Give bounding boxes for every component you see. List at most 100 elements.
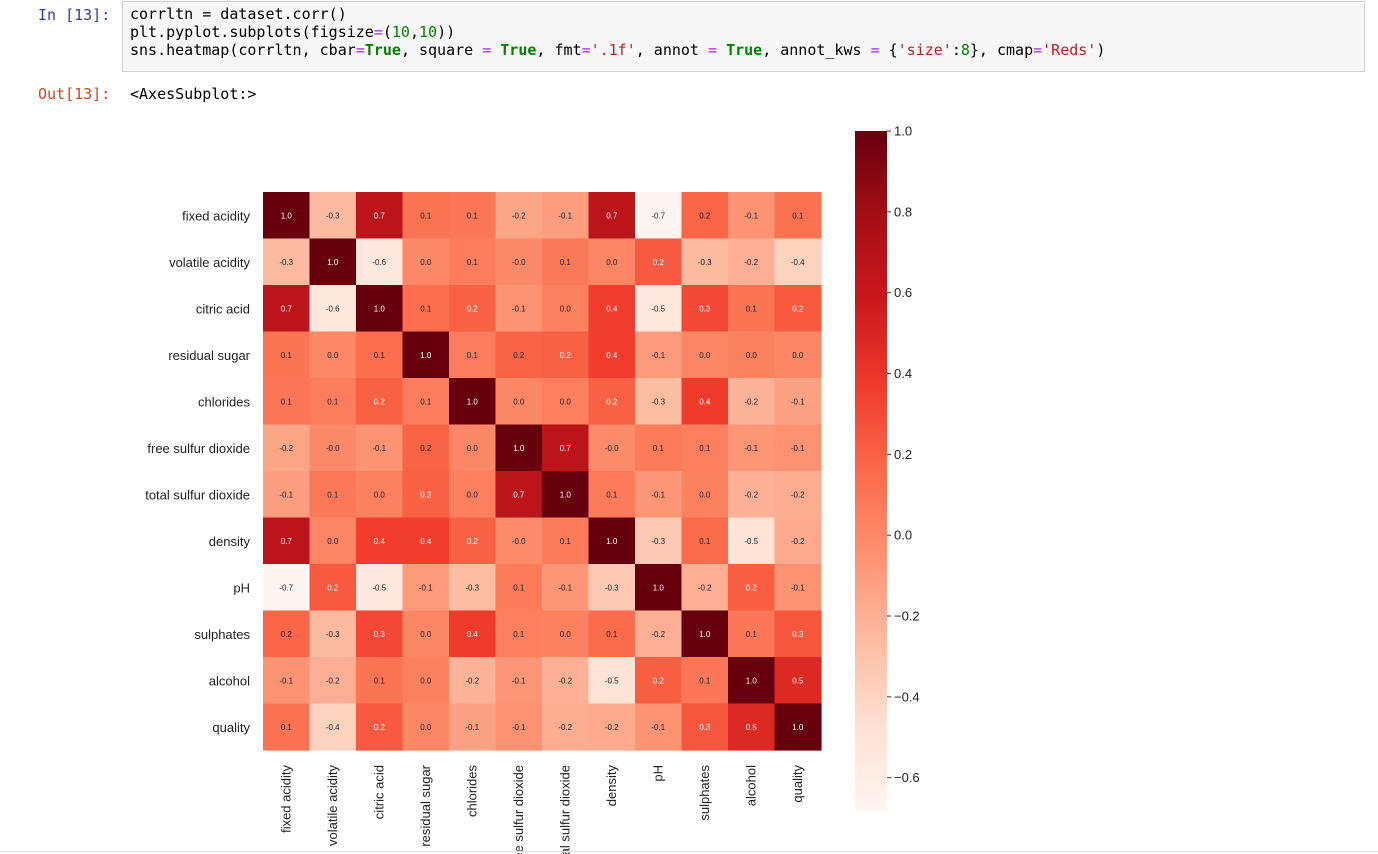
cell-annotation: 0.0 xyxy=(327,351,339,360)
heatmap-cell xyxy=(681,238,729,286)
colorbar-tick-label: 0.6 xyxy=(894,285,912,300)
cell-annotation: -0.2 xyxy=(791,490,805,499)
cell-annotation: 0.1 xyxy=(560,537,572,546)
cell-annotation: 0.4 xyxy=(467,630,479,639)
heatmap-cell xyxy=(356,471,404,519)
heatmap-cell xyxy=(263,285,311,333)
cell-annotation: -0.2 xyxy=(326,676,340,685)
heatmap-cell xyxy=(635,517,683,565)
row-label: sulphates xyxy=(194,627,250,642)
heatmap-cell xyxy=(588,657,636,705)
cell-annotation: 0.0 xyxy=(699,351,711,360)
cell-annotation: 0.0 xyxy=(467,444,479,453)
heatmap-cell xyxy=(728,424,776,472)
heatmap-cell xyxy=(542,471,590,519)
heatmap-cell xyxy=(728,564,776,612)
heatmap-cell xyxy=(728,657,776,705)
cell-annotation: -0.6 xyxy=(372,258,386,267)
heatmap-cell xyxy=(542,610,590,658)
heatmap-cell xyxy=(402,657,450,705)
cell-annotation: 0.1 xyxy=(374,351,386,360)
cell-annotation: -0.2 xyxy=(744,258,758,267)
cell-annotation: 0.1 xyxy=(792,211,804,220)
cell-annotation: -0.1 xyxy=(512,676,526,685)
row-label: chlorides xyxy=(198,394,251,409)
heatmap-cell xyxy=(681,517,729,565)
cell-annotation: -0.0 xyxy=(512,258,526,267)
cell-annotation: -0.5 xyxy=(744,537,758,546)
cell-annotation: -0.2 xyxy=(558,723,572,732)
heatmap-cell xyxy=(635,610,683,658)
heatmap-cell xyxy=(309,424,357,472)
heatmap-cell xyxy=(774,610,822,658)
heatmap-cell xyxy=(356,517,404,565)
cell-annotation: 0.0 xyxy=(420,258,432,267)
colorbar xyxy=(855,131,887,810)
cell-annotation: -0.2 xyxy=(651,630,665,639)
cell-annotation: 0.4 xyxy=(420,537,432,546)
heatmap-cell xyxy=(588,378,636,426)
cell-annotation: 0.2 xyxy=(420,490,432,499)
row-label: residual sugar xyxy=(168,348,250,363)
cell-annotation: 0.1 xyxy=(653,444,665,453)
cell-annotation: 0.5 xyxy=(746,723,758,732)
heatmap-cell xyxy=(635,703,683,751)
cell-annotation: 0.1 xyxy=(420,211,432,220)
row-label: fixed acidity xyxy=(182,208,250,223)
cell-annotation: 0.2 xyxy=(560,351,572,360)
heatmap-cell xyxy=(542,703,590,751)
cell-annotation: -0.1 xyxy=(279,676,293,685)
cell-annotation: 0.1 xyxy=(374,676,386,685)
cell-annotation: 0.1 xyxy=(467,211,479,220)
heatmap-cell xyxy=(495,378,543,426)
code-cell-input[interactable]: corrltn = dataset.corr() plt.pyplot.subp… xyxy=(122,1,1365,72)
cell-annotation: 0.0 xyxy=(699,490,711,499)
heatmap-cell xyxy=(635,471,683,519)
colorbar-tick-label: −0.2 xyxy=(894,609,920,624)
cell-annotation: 0.2 xyxy=(513,351,525,360)
cell-annotation: 0.2 xyxy=(467,304,479,313)
cell-annotation: 0.1 xyxy=(467,258,479,267)
heatmap-cell xyxy=(774,424,822,472)
cell-annotation: 0.1 xyxy=(281,723,293,732)
heatmap-cell xyxy=(681,285,729,333)
code-line-2-call: plt.pyplot.subplots(figsize xyxy=(130,23,374,41)
row-label: volatile acidity xyxy=(169,255,250,270)
cell-annotation: -0.3 xyxy=(465,583,479,592)
heatmap-cell xyxy=(588,192,636,240)
heatmap-cell xyxy=(402,564,450,612)
cell-annotation: 1.0 xyxy=(792,723,804,732)
cell-annotation: -0.2 xyxy=(791,537,805,546)
cell-annotation: 0.2 xyxy=(327,583,339,592)
heatmap-cell xyxy=(542,238,590,286)
cell-annotation: -0.1 xyxy=(744,211,758,220)
cell-annotation: 0.0 xyxy=(560,630,572,639)
code-line-2-close: )) xyxy=(437,23,456,41)
cell-annotation: 0.0 xyxy=(560,304,572,313)
cell-annotation: 1.0 xyxy=(746,676,758,685)
cell-annotation: 0.0 xyxy=(420,630,432,639)
heatmap-cell xyxy=(542,331,590,379)
cell-annotation: 1.0 xyxy=(420,351,432,360)
heatmap-cell xyxy=(495,517,543,565)
heatmap-cell xyxy=(588,285,636,333)
heatmap-cell xyxy=(728,285,776,333)
heatmap-cell xyxy=(495,610,543,658)
column-label: density xyxy=(604,765,619,807)
colorbar-tick-label: 0.4 xyxy=(894,366,912,381)
cell-annotation: 1.0 xyxy=(467,397,479,406)
cell-annotation: -0.1 xyxy=(791,444,805,453)
colorbar-tick-label: −0.6 xyxy=(894,770,920,785)
heatmap-cell xyxy=(449,331,497,379)
heatmap-cell xyxy=(449,517,497,565)
heatmap-cell xyxy=(635,657,683,705)
heatmap-cell xyxy=(263,378,311,426)
column-label: chlorides xyxy=(464,765,479,818)
column-label: alcohol xyxy=(743,765,758,806)
cell-annotation: 0.2 xyxy=(792,304,804,313)
heatmap-cell xyxy=(356,610,404,658)
cell-annotation: 1.0 xyxy=(281,211,293,220)
cell-annotation: 0.3 xyxy=(792,630,804,639)
heatmap-cell xyxy=(542,517,590,565)
